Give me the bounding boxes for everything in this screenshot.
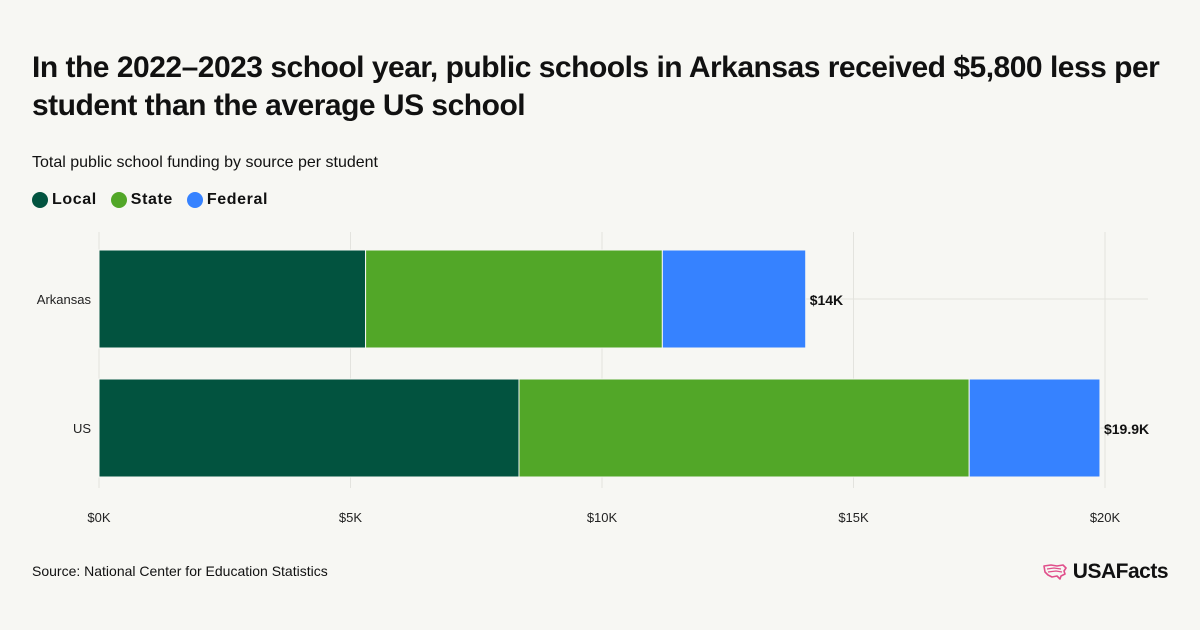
x-tick-label: $15K	[838, 510, 869, 525]
source-note: Source: National Center for Education St…	[32, 563, 328, 579]
bar-federal	[661, 249, 807, 349]
chart-subtitle: Total public school funding by source pe…	[32, 154, 378, 171]
us-map-icon	[1042, 564, 1067, 580]
total-label: $14K	[810, 292, 843, 308]
bar-state	[518, 378, 970, 478]
legend-item-local: Local	[32, 191, 97, 209]
logo-text: USAFacts	[1072, 560, 1169, 583]
legend-label-state: State	[130, 191, 173, 208]
legend-swatch-federal	[186, 192, 203, 208]
usafacts-logo: USAFacts	[1042, 560, 1169, 584]
legend-item-federal: Federal	[186, 191, 269, 209]
chart-title: In the 2022–2023 school year, public sch…	[32, 51, 1160, 122]
bar-local	[98, 378, 520, 478]
legend-swatch-local	[32, 192, 48, 208]
total-label: $19.9K	[1104, 421, 1149, 437]
legend-swatch-state	[110, 192, 127, 208]
legend: Local State Federal	[32, 191, 268, 209]
legend-item-state: State	[110, 191, 173, 209]
bar-state	[365, 249, 663, 349]
x-tick-label: $5K	[339, 510, 362, 525]
bar-local	[98, 249, 367, 349]
x-tick-label: $10K	[587, 510, 618, 525]
x-tick-label: $20K	[1090, 510, 1121, 525]
bar-federal	[968, 378, 1101, 478]
category-label: US	[73, 421, 91, 436]
category-label: Arkansas	[37, 292, 92, 307]
legend-label-local: Local	[52, 191, 97, 208]
legend-label-federal: Federal	[206, 191, 269, 208]
x-tick-label: $0K	[87, 510, 110, 525]
